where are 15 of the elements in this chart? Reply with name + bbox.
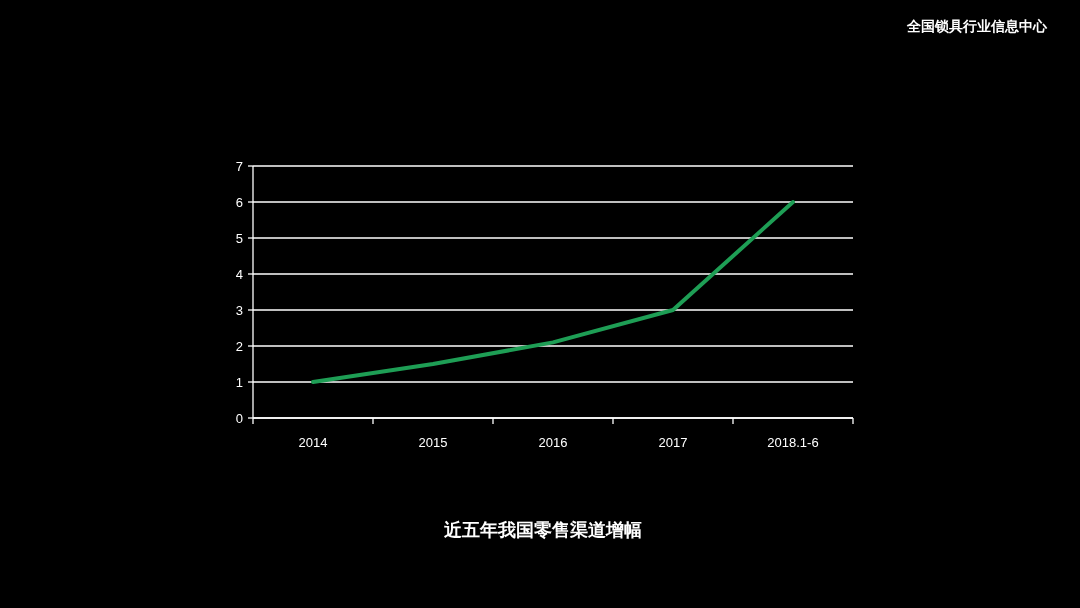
y-tick-label: 5 — [235, 230, 243, 246]
text: 近五年我国零售渠道增幅 — [443, 520, 642, 540]
x-tick-label: 2014 — [298, 435, 328, 450]
x-tick-label: 2017 — [658, 435, 688, 450]
y-tick-label: 7 — [235, 158, 243, 174]
y-tick-label: 1 — [235, 374, 243, 390]
y-tick-label: 3 — [235, 302, 243, 318]
y-tick-label: 6 — [235, 194, 243, 210]
x-tick-label: 2016 — [538, 435, 568, 450]
y-tick-label: 2 — [235, 338, 243, 354]
text: 全国锁具行业信息中心 — [906, 18, 1048, 34]
y-tick-label: 0 — [235, 410, 243, 426]
x-tick-label: 2015 — [418, 435, 448, 450]
y-tick-label: 4 — [235, 266, 243, 282]
x-tick-label: 2018.1-6 — [767, 435, 819, 450]
